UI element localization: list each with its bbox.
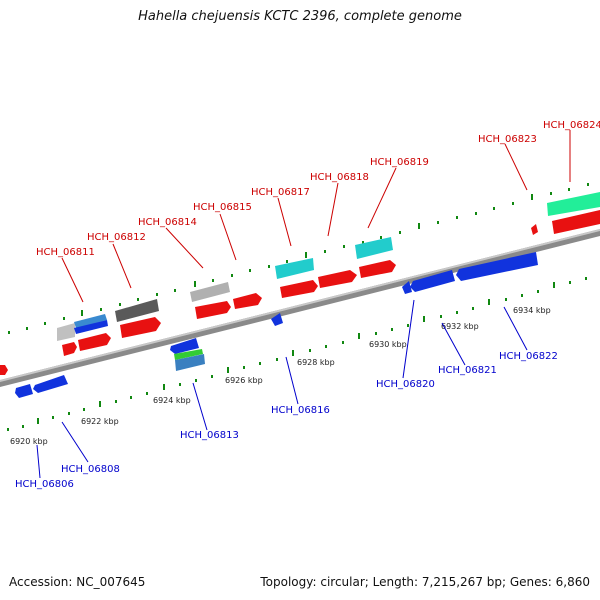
reverse-gene (402, 281, 412, 294)
accession-text: Accession: NC_007645 (9, 575, 146, 589)
gene-label-reverse[interactable]: HCH_06808 (61, 464, 120, 475)
gene-label-reverse[interactable]: HCH_06820 (376, 379, 435, 390)
forward-gene (190, 282, 230, 302)
gene-label-reverse[interactable]: HCH_06816 (271, 405, 330, 416)
forward-gene (355, 237, 393, 259)
forward-gene (547, 192, 600, 216)
kbp-label: 6928 kbp (297, 358, 335, 367)
kbp-label: 6926 kbp (225, 376, 263, 385)
gene-label-forward[interactable]: HCH_06815 (193, 202, 252, 213)
gene-label-forward[interactable]: HCH_06819 (370, 157, 429, 168)
forward-gene (62, 342, 77, 356)
forward-gene (280, 280, 318, 298)
gene-label-reverse[interactable]: HCH_06806 (15, 479, 74, 490)
topology-text: Topology: circular; Length: 7,215,267 bp… (260, 575, 590, 589)
forward-gene (318, 270, 357, 288)
forward-gene (120, 317, 161, 338)
reverse-gene (174, 349, 203, 360)
forward-gene (115, 299, 159, 322)
forward-genes[interactable] (0, 192, 600, 375)
gene-label-forward[interactable]: HCH_06818 (310, 172, 369, 183)
forward-gene (195, 301, 231, 319)
gene-label-reverse[interactable]: HCH_06813 (180, 430, 239, 441)
reverse-genes[interactable] (15, 252, 538, 398)
gene-label-forward[interactable]: HCH_06824 (543, 120, 600, 131)
gene-label-reverse[interactable]: HCH_06821 (438, 365, 497, 376)
kbp-label: 6930 kbp (369, 340, 407, 349)
genome-backbone (0, 229, 600, 387)
forward-gene (531, 224, 538, 235)
reverse-gene (410, 270, 455, 292)
gene-label-reverse[interactable]: HCH_06822 (499, 351, 558, 362)
kbp-label: 6932 kbp (441, 322, 479, 331)
forward-gene (359, 260, 396, 278)
kbp-label: 6920 kbp (10, 437, 48, 446)
forward-gene (74, 320, 108, 334)
map-title: Hahella chejuensis KCTC 2396, complete g… (138, 9, 462, 24)
forward-gene (552, 210, 600, 234)
forward-gene (275, 258, 314, 279)
gene-label-forward[interactable]: HCH_06812 (87, 232, 146, 243)
kbp-label: 6922 kbp (81, 417, 119, 426)
outer-tick-track (8, 183, 589, 334)
reverse-gene (175, 354, 205, 371)
inner-tick-track (7, 277, 587, 431)
forward-gene (57, 323, 75, 341)
gene-label-forward[interactable]: HCH_06814 (138, 217, 197, 228)
gene-label-forward[interactable]: HCH_06811 (36, 247, 95, 258)
kbp-label: 6924 kbp (153, 396, 191, 405)
reverse-gene (33, 375, 68, 393)
reverse-gene (170, 338, 199, 354)
gene-label-forward[interactable]: HCH_06823 (478, 134, 537, 145)
label-leaders (36, 130, 571, 479)
kbp-label: 6934 kbp (513, 306, 551, 315)
reverse-gene (15, 384, 33, 398)
reverse-gene (456, 252, 538, 281)
forward-gene (233, 293, 262, 309)
reverse-gene (271, 313, 283, 326)
gene-label-forward[interactable]: HCH_06817 (251, 187, 310, 198)
forward-gene (78, 333, 111, 351)
forward-gene (74, 314, 107, 328)
forward-gene (0, 365, 8, 375)
